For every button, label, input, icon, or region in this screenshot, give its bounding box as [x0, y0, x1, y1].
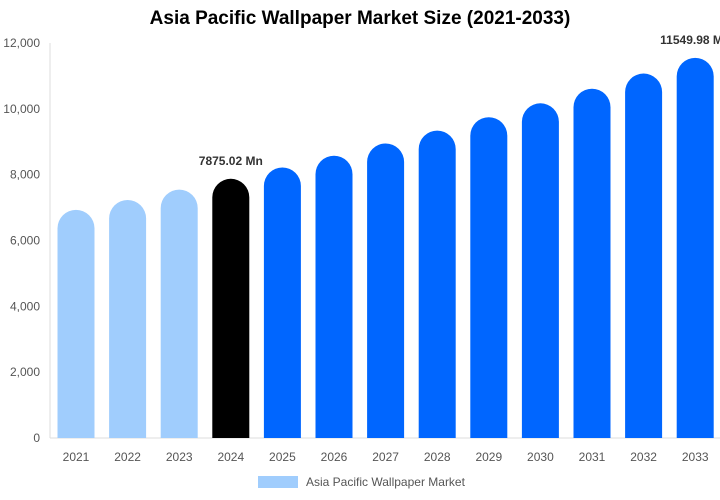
bar-2024 [212, 178, 250, 438]
y-tick-label: 2,000 [10, 365, 40, 379]
x-tick-label: 2025 [269, 450, 296, 464]
bar-2025 [263, 167, 301, 438]
data-label: 7875.02 Mn [199, 154, 263, 168]
chart-title: Asia Pacific Wallpaper Market Size (2021… [149, 8, 571, 29]
bar-2023 [160, 189, 198, 438]
bar-2032 [625, 73, 663, 439]
x-tick-label: 2032 [630, 450, 657, 464]
y-tick-label: 0 [33, 431, 40, 445]
bar-2026 [315, 155, 353, 439]
y-tick-label: 4,000 [10, 299, 40, 313]
legend[interactable]: Asia Pacific Wallpaper Market [258, 475, 465, 489]
bar-2027 [367, 143, 405, 439]
bar-2033 [676, 57, 714, 438]
x-tick-label: 2028 [424, 450, 451, 464]
bar-2021 [57, 209, 95, 438]
legend-label: Asia Pacific Wallpaper Market [306, 475, 465, 489]
bar-2028 [418, 130, 456, 439]
x-tick-label: 2021 [63, 450, 90, 464]
x-tick-label: 2024 [217, 450, 244, 464]
bar-2031 [573, 88, 611, 439]
x-tick-label: 2031 [579, 450, 606, 464]
x-tick-label: 2030 [527, 450, 554, 464]
bar-2030 [521, 103, 559, 438]
legend-swatch [258, 476, 298, 488]
data-label: 11549.98 Mn [660, 33, 720, 47]
y-tick-label: 12,000 [3, 36, 40, 50]
x-tick-label: 2033 [682, 450, 709, 464]
bar-2022 [109, 199, 147, 438]
y-tick-label: 8,000 [10, 168, 40, 182]
x-tick-label: 2026 [321, 450, 348, 464]
x-tick-label: 2027 [372, 450, 399, 464]
x-tick-label: 2029 [475, 450, 502, 464]
x-tick-label: 2023 [166, 450, 193, 464]
y-tick-label: 10,000 [3, 102, 40, 116]
bar-2029 [470, 117, 508, 438]
y-tick-label: 6,000 [10, 234, 40, 248]
x-tick-label: 2022 [114, 450, 141, 464]
